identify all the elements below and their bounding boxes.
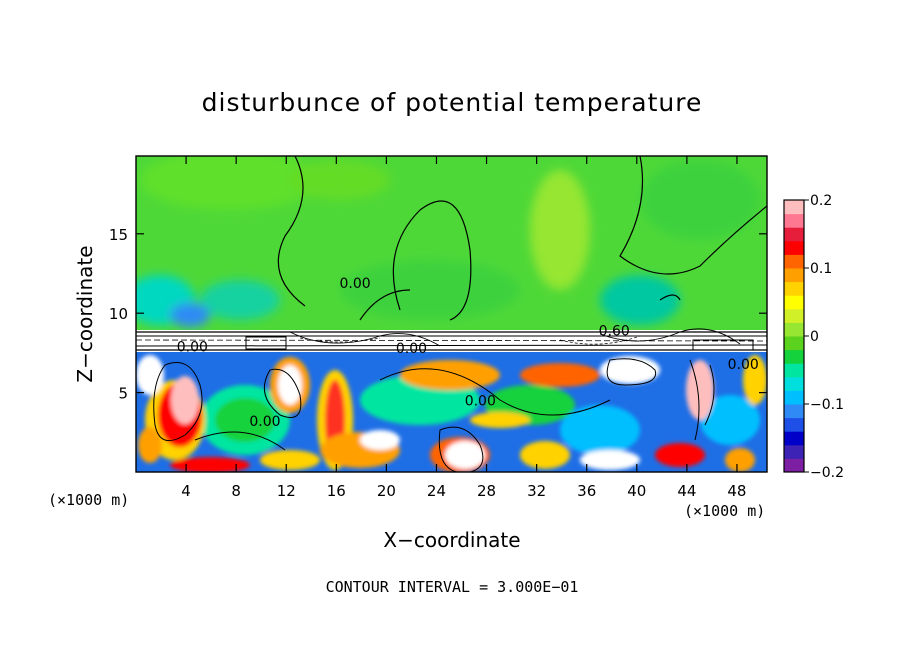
x-unit-right: (×1000 m) (684, 502, 765, 520)
lower-contours (153, 358, 715, 472)
contour-label: 0.00 (340, 276, 371, 292)
colorbar-swatch (784, 431, 804, 446)
contour-label: 0.00 (728, 357, 759, 373)
colorbar-swatch (784, 240, 804, 255)
x-tick-label: 28 (477, 482, 496, 500)
colorbar-tick-label: 0.2 (810, 193, 832, 209)
y-tick-label: 15 (109, 226, 128, 244)
x-unit-left: (×1000 m) (48, 491, 129, 509)
contour-label: 0.00 (465, 393, 496, 409)
colorbar-swatch (784, 254, 804, 269)
x-tick-label: 36 (577, 482, 596, 500)
x-tick-label: 48 (727, 482, 746, 500)
colorbar-tick-label: 0.1 (810, 261, 832, 277)
colorbar-swatch (784, 295, 804, 310)
colorbar-swatch (784, 227, 804, 242)
y-tick-label: 5 (118, 385, 128, 403)
x-tick-label: 8 (231, 482, 241, 500)
colorbar-swatch (784, 363, 804, 378)
colorbar-swatch (784, 268, 804, 283)
contour-interval-note: CONTOUR INTERVAL = 3.000E−01 (326, 578, 579, 596)
colorbar-swatch (784, 281, 804, 296)
contour-labels: 0.00 0.00 0.00 0.00 0.00 0.00 0.60 (177, 276, 759, 430)
plot-frame (135, 155, 768, 473)
contour-label: 0.00 (177, 339, 208, 355)
colorbar-swatch (784, 200, 804, 215)
plot-area (136, 156, 767, 472)
x-axis-label: X−coordinate (383, 528, 520, 552)
colorbar-swatch (784, 213, 804, 228)
x-tick-label: 16 (327, 482, 346, 500)
upper-field-variation (136, 156, 760, 327)
colorbar-tick-label: −0.2 (810, 465, 844, 481)
colorbar-swatch (784, 322, 804, 337)
interface-band (136, 328, 767, 353)
x-tick-label: 20 (377, 482, 396, 500)
x-tick-label: 4 (181, 482, 191, 500)
y-axis-label: Z−coordinate (73, 245, 97, 382)
lower-field-variation (136, 355, 767, 472)
y-tick-label: 10 (109, 305, 128, 323)
colorbar-swatch (784, 336, 804, 351)
x-tick-label: 40 (627, 482, 646, 500)
x-tick-label: 32 (527, 482, 546, 500)
colorbar-swatch (784, 417, 804, 432)
contour-label: 0.60 (599, 323, 630, 339)
contour-label: 0.00 (249, 414, 280, 430)
upper-contours (277, 156, 767, 321)
colorbar-swatch (784, 308, 804, 323)
colorbar-swatch (784, 349, 804, 364)
x-axis: 4 8 12 16 20 24 28 32 36 40 44 48 (181, 156, 746, 500)
colorbar: 0.2 0.1 0 −0.1 −0.2 (783, 193, 844, 481)
colorbar-swatch (784, 404, 804, 419)
colorbar-swatch (784, 444, 804, 459)
chart-title: disturbunce of potential temperature (202, 88, 703, 117)
colorbar-swatch (784, 458, 804, 473)
y-axis: 5 10 15 (109, 226, 767, 403)
contour-label: 0.00 (396, 341, 427, 357)
x-tick-label: 24 (427, 482, 446, 500)
x-tick-label: 44 (677, 482, 696, 500)
x-tick-label: 12 (277, 482, 296, 500)
colorbar-tick-label: 0 (810, 329, 819, 345)
colorbar-swatch (784, 390, 804, 405)
colorbar-tick-label: −0.1 (810, 397, 844, 413)
colorbar-swatch (784, 376, 804, 391)
